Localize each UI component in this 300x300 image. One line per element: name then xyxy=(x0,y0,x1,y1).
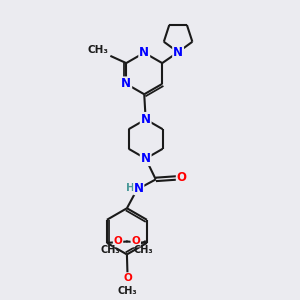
Text: N: N xyxy=(173,46,183,59)
Text: N: N xyxy=(139,46,149,59)
Text: CH₃: CH₃ xyxy=(100,245,120,256)
Text: N: N xyxy=(141,113,151,126)
Text: CH₃: CH₃ xyxy=(88,45,109,55)
Text: N: N xyxy=(121,77,131,90)
Text: N: N xyxy=(141,152,151,165)
Text: O: O xyxy=(131,236,140,247)
Text: CH₃: CH₃ xyxy=(118,286,137,296)
Text: O: O xyxy=(177,172,187,184)
Text: O: O xyxy=(114,236,122,247)
Text: H: H xyxy=(126,183,135,193)
Text: CH₃: CH₃ xyxy=(134,245,153,256)
Text: O: O xyxy=(123,273,132,283)
Text: N: N xyxy=(134,182,144,195)
